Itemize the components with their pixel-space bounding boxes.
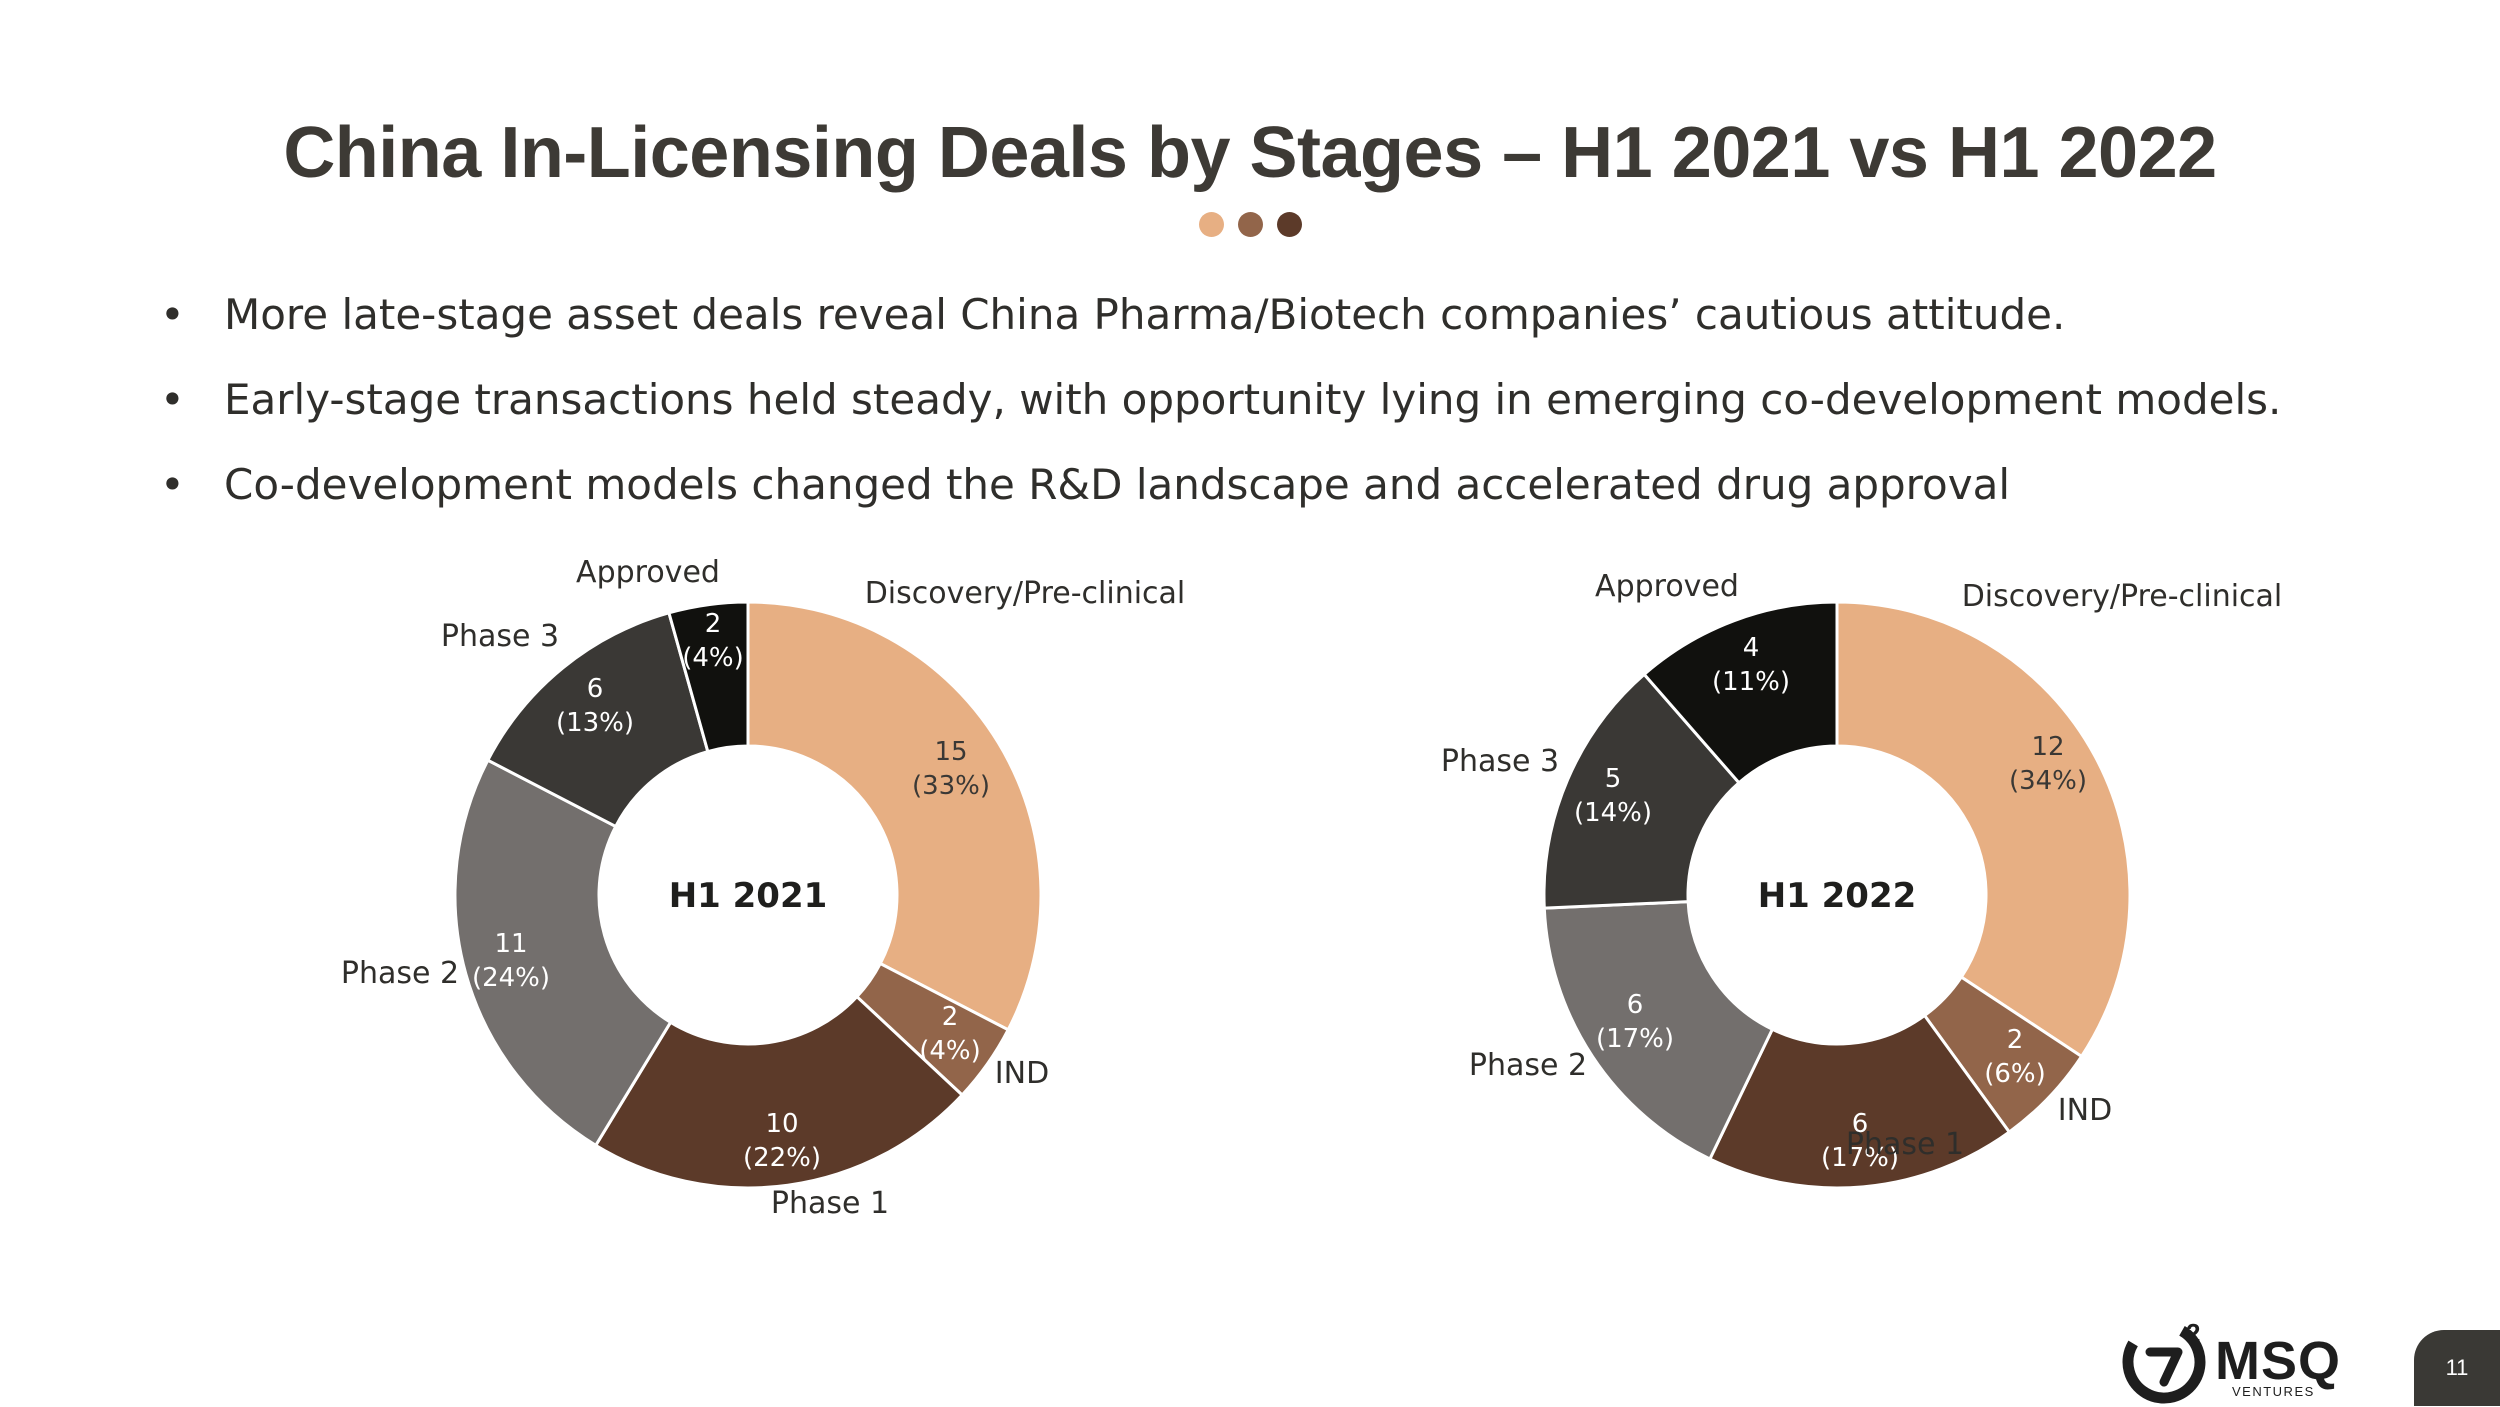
donut-slice	[453, 758, 673, 1148]
data-label: 2 (6%)	[1984, 1025, 2046, 1089]
logo-wordmark: MSQ	[2215, 1331, 2342, 1391]
data-label: 11 (24%)	[472, 929, 550, 993]
data-label: 6 (17%)	[1596, 990, 1674, 1054]
category-label: Approved	[576, 555, 720, 590]
chart-center-title: H1 2021	[669, 876, 828, 916]
donut-slice	[667, 600, 750, 754]
bullet-item: Early-stage transactions held steady, wi…	[160, 357, 2281, 442]
category-label: Phase 2	[341, 956, 459, 991]
decor-dot	[1276, 212, 1302, 237]
donut-slice	[1922, 975, 2084, 1135]
bullet-item: More late-stage asset deals reveal China…	[160, 272, 2281, 357]
logo-subtitle: VENTURES	[2232, 1384, 2315, 1399]
data-label: 10 (22%)	[743, 1109, 821, 1173]
data-label: 2 (4%)	[919, 1002, 981, 1066]
donut-slice	[746, 600, 1043, 1032]
category-label: Discovery/Pre-clinical	[865, 576, 1186, 611]
donut-slice	[854, 961, 1011, 1098]
decor-dot	[1237, 212, 1263, 237]
category-label: Phase 1	[1846, 1127, 1964, 1162]
page-number: 11	[2414, 1330, 2500, 1406]
bullet-item: Co-development models changed the R&D la…	[160, 442, 2281, 527]
category-label: IND	[995, 1056, 1049, 1091]
donut-slice	[1642, 600, 1839, 785]
category-label: Discovery/Pre-clinical	[1962, 579, 2283, 614]
data-label: 15 (33%)	[912, 737, 990, 801]
category-label: Phase 1	[771, 1186, 889, 1221]
page-title: China In-Licensing Deals by Stages – H1 …	[283, 113, 2217, 193]
donut-slice	[1835, 600, 2132, 1059]
category-label: IND	[2058, 1093, 2112, 1128]
data-label: 4 (11%)	[1712, 633, 1790, 697]
msq-logo: 2 MSQ VENTURES	[2120, 1312, 2370, 1404]
decorative-dots	[0, 212, 2500, 237]
donut-slice	[1707, 1013, 2012, 1190]
category-label: Phase 3	[441, 619, 559, 654]
decor-dot	[1198, 212, 1224, 237]
donut-slice	[1542, 672, 1742, 910]
donut-slice	[1542, 900, 1775, 1161]
data-label: 6 (13%)	[556, 674, 634, 738]
donut-slice	[593, 994, 965, 1190]
data-label: 2 (4%)	[682, 609, 744, 673]
data-label: 12 (34%)	[2009, 732, 2087, 796]
svg-text:2: 2	[2186, 1318, 2200, 1348]
data-label: 5 (14%)	[1574, 764, 1652, 828]
category-label: Approved	[1595, 569, 1739, 604]
category-label: Phase 2	[1469, 1048, 1587, 1083]
data-label: 6 (17%)	[1821, 1109, 1899, 1173]
category-label: Phase 3	[1441, 744, 1559, 779]
chart-center-title: H1 2022	[1758, 876, 1917, 916]
msq-logo-mark-icon: 2	[2122, 1318, 2206, 1404]
bullet-list: More late-stage asset deals reveal China…	[160, 272, 2281, 527]
donut-slice	[485, 611, 710, 829]
